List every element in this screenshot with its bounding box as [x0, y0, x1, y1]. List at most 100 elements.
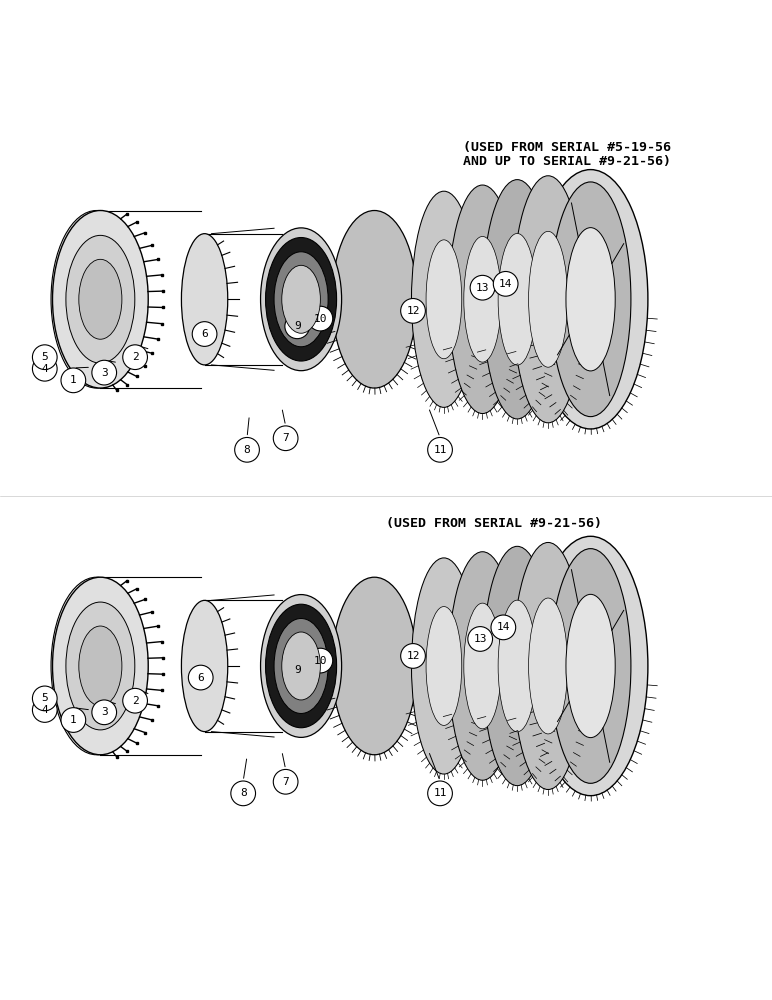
- Circle shape: [428, 781, 452, 806]
- Ellipse shape: [411, 558, 476, 774]
- Text: AND UP TO SERIAL #9-21-56): AND UP TO SERIAL #9-21-56): [463, 155, 671, 168]
- Text: 7: 7: [283, 777, 289, 787]
- Ellipse shape: [550, 182, 631, 417]
- Circle shape: [32, 356, 57, 381]
- Text: 12: 12: [406, 306, 420, 316]
- Circle shape: [123, 688, 147, 713]
- Circle shape: [192, 322, 217, 346]
- Text: 8: 8: [244, 445, 250, 455]
- Ellipse shape: [282, 265, 320, 333]
- Text: 10: 10: [313, 314, 327, 324]
- Ellipse shape: [274, 252, 328, 347]
- Text: 10: 10: [313, 656, 327, 666]
- Ellipse shape: [550, 549, 631, 783]
- Ellipse shape: [261, 228, 341, 371]
- Ellipse shape: [482, 546, 552, 786]
- Text: 11: 11: [433, 788, 447, 798]
- Ellipse shape: [426, 240, 462, 359]
- Circle shape: [285, 657, 310, 682]
- Ellipse shape: [332, 211, 417, 388]
- Circle shape: [308, 306, 333, 331]
- Ellipse shape: [181, 234, 228, 365]
- Circle shape: [468, 627, 493, 651]
- Text: 13: 13: [476, 283, 489, 293]
- Circle shape: [470, 275, 495, 300]
- Ellipse shape: [52, 577, 148, 755]
- Text: 4: 4: [42, 705, 48, 715]
- Text: 3: 3: [101, 368, 107, 378]
- Circle shape: [273, 426, 298, 451]
- Ellipse shape: [261, 595, 341, 737]
- Circle shape: [401, 644, 425, 668]
- Ellipse shape: [529, 231, 567, 367]
- Circle shape: [231, 781, 256, 806]
- Text: 9: 9: [294, 321, 300, 331]
- Circle shape: [428, 437, 452, 462]
- Circle shape: [32, 686, 57, 711]
- Text: 1: 1: [70, 715, 76, 725]
- Text: 14: 14: [496, 622, 510, 632]
- Circle shape: [188, 665, 213, 690]
- Circle shape: [92, 360, 117, 385]
- Circle shape: [61, 708, 86, 732]
- Ellipse shape: [529, 598, 567, 734]
- Text: 6: 6: [201, 329, 208, 339]
- Text: 3: 3: [101, 707, 107, 717]
- Ellipse shape: [181, 600, 228, 732]
- Ellipse shape: [51, 211, 142, 388]
- Text: 5: 5: [42, 693, 48, 703]
- Circle shape: [493, 271, 518, 296]
- Ellipse shape: [449, 185, 516, 414]
- Ellipse shape: [464, 236, 501, 362]
- Ellipse shape: [566, 228, 615, 371]
- Text: (USED FROM SERIAL #9-21-56): (USED FROM SERIAL #9-21-56): [386, 517, 602, 530]
- Text: 13: 13: [473, 634, 487, 644]
- Text: 7: 7: [283, 433, 289, 443]
- Ellipse shape: [266, 238, 337, 361]
- Text: 11: 11: [433, 445, 447, 455]
- Ellipse shape: [51, 577, 142, 755]
- Ellipse shape: [566, 594, 615, 738]
- Circle shape: [32, 345, 57, 370]
- Ellipse shape: [79, 626, 122, 706]
- Ellipse shape: [79, 259, 122, 339]
- Circle shape: [61, 368, 86, 393]
- Text: 14: 14: [499, 279, 513, 289]
- Circle shape: [308, 648, 333, 673]
- Ellipse shape: [449, 552, 516, 780]
- Ellipse shape: [52, 211, 148, 388]
- Ellipse shape: [513, 542, 584, 790]
- Circle shape: [235, 437, 259, 462]
- Circle shape: [491, 615, 516, 640]
- Text: 2: 2: [132, 696, 138, 706]
- Ellipse shape: [533, 536, 648, 796]
- Circle shape: [273, 769, 298, 794]
- Ellipse shape: [498, 600, 537, 732]
- Ellipse shape: [426, 607, 462, 725]
- Circle shape: [123, 345, 147, 370]
- Ellipse shape: [66, 602, 135, 730]
- Ellipse shape: [533, 170, 648, 429]
- Text: 12: 12: [406, 651, 420, 661]
- Circle shape: [401, 299, 425, 323]
- Ellipse shape: [282, 632, 320, 700]
- Text: (USED FROM SERIAL #5-19-56: (USED FROM SERIAL #5-19-56: [463, 141, 671, 154]
- Circle shape: [285, 314, 310, 339]
- Ellipse shape: [274, 619, 328, 713]
- Text: 8: 8: [240, 788, 246, 798]
- Ellipse shape: [266, 604, 337, 728]
- Text: 5: 5: [42, 352, 48, 362]
- Ellipse shape: [498, 233, 537, 365]
- Ellipse shape: [464, 603, 501, 729]
- Ellipse shape: [482, 180, 552, 419]
- Text: 2: 2: [132, 352, 138, 362]
- Text: 9: 9: [294, 665, 300, 675]
- Ellipse shape: [513, 176, 584, 423]
- Ellipse shape: [332, 577, 417, 755]
- Ellipse shape: [411, 191, 476, 407]
- Text: 4: 4: [42, 364, 48, 374]
- Circle shape: [92, 700, 117, 725]
- Ellipse shape: [66, 235, 135, 363]
- Text: 6: 6: [198, 673, 204, 683]
- Circle shape: [32, 698, 57, 722]
